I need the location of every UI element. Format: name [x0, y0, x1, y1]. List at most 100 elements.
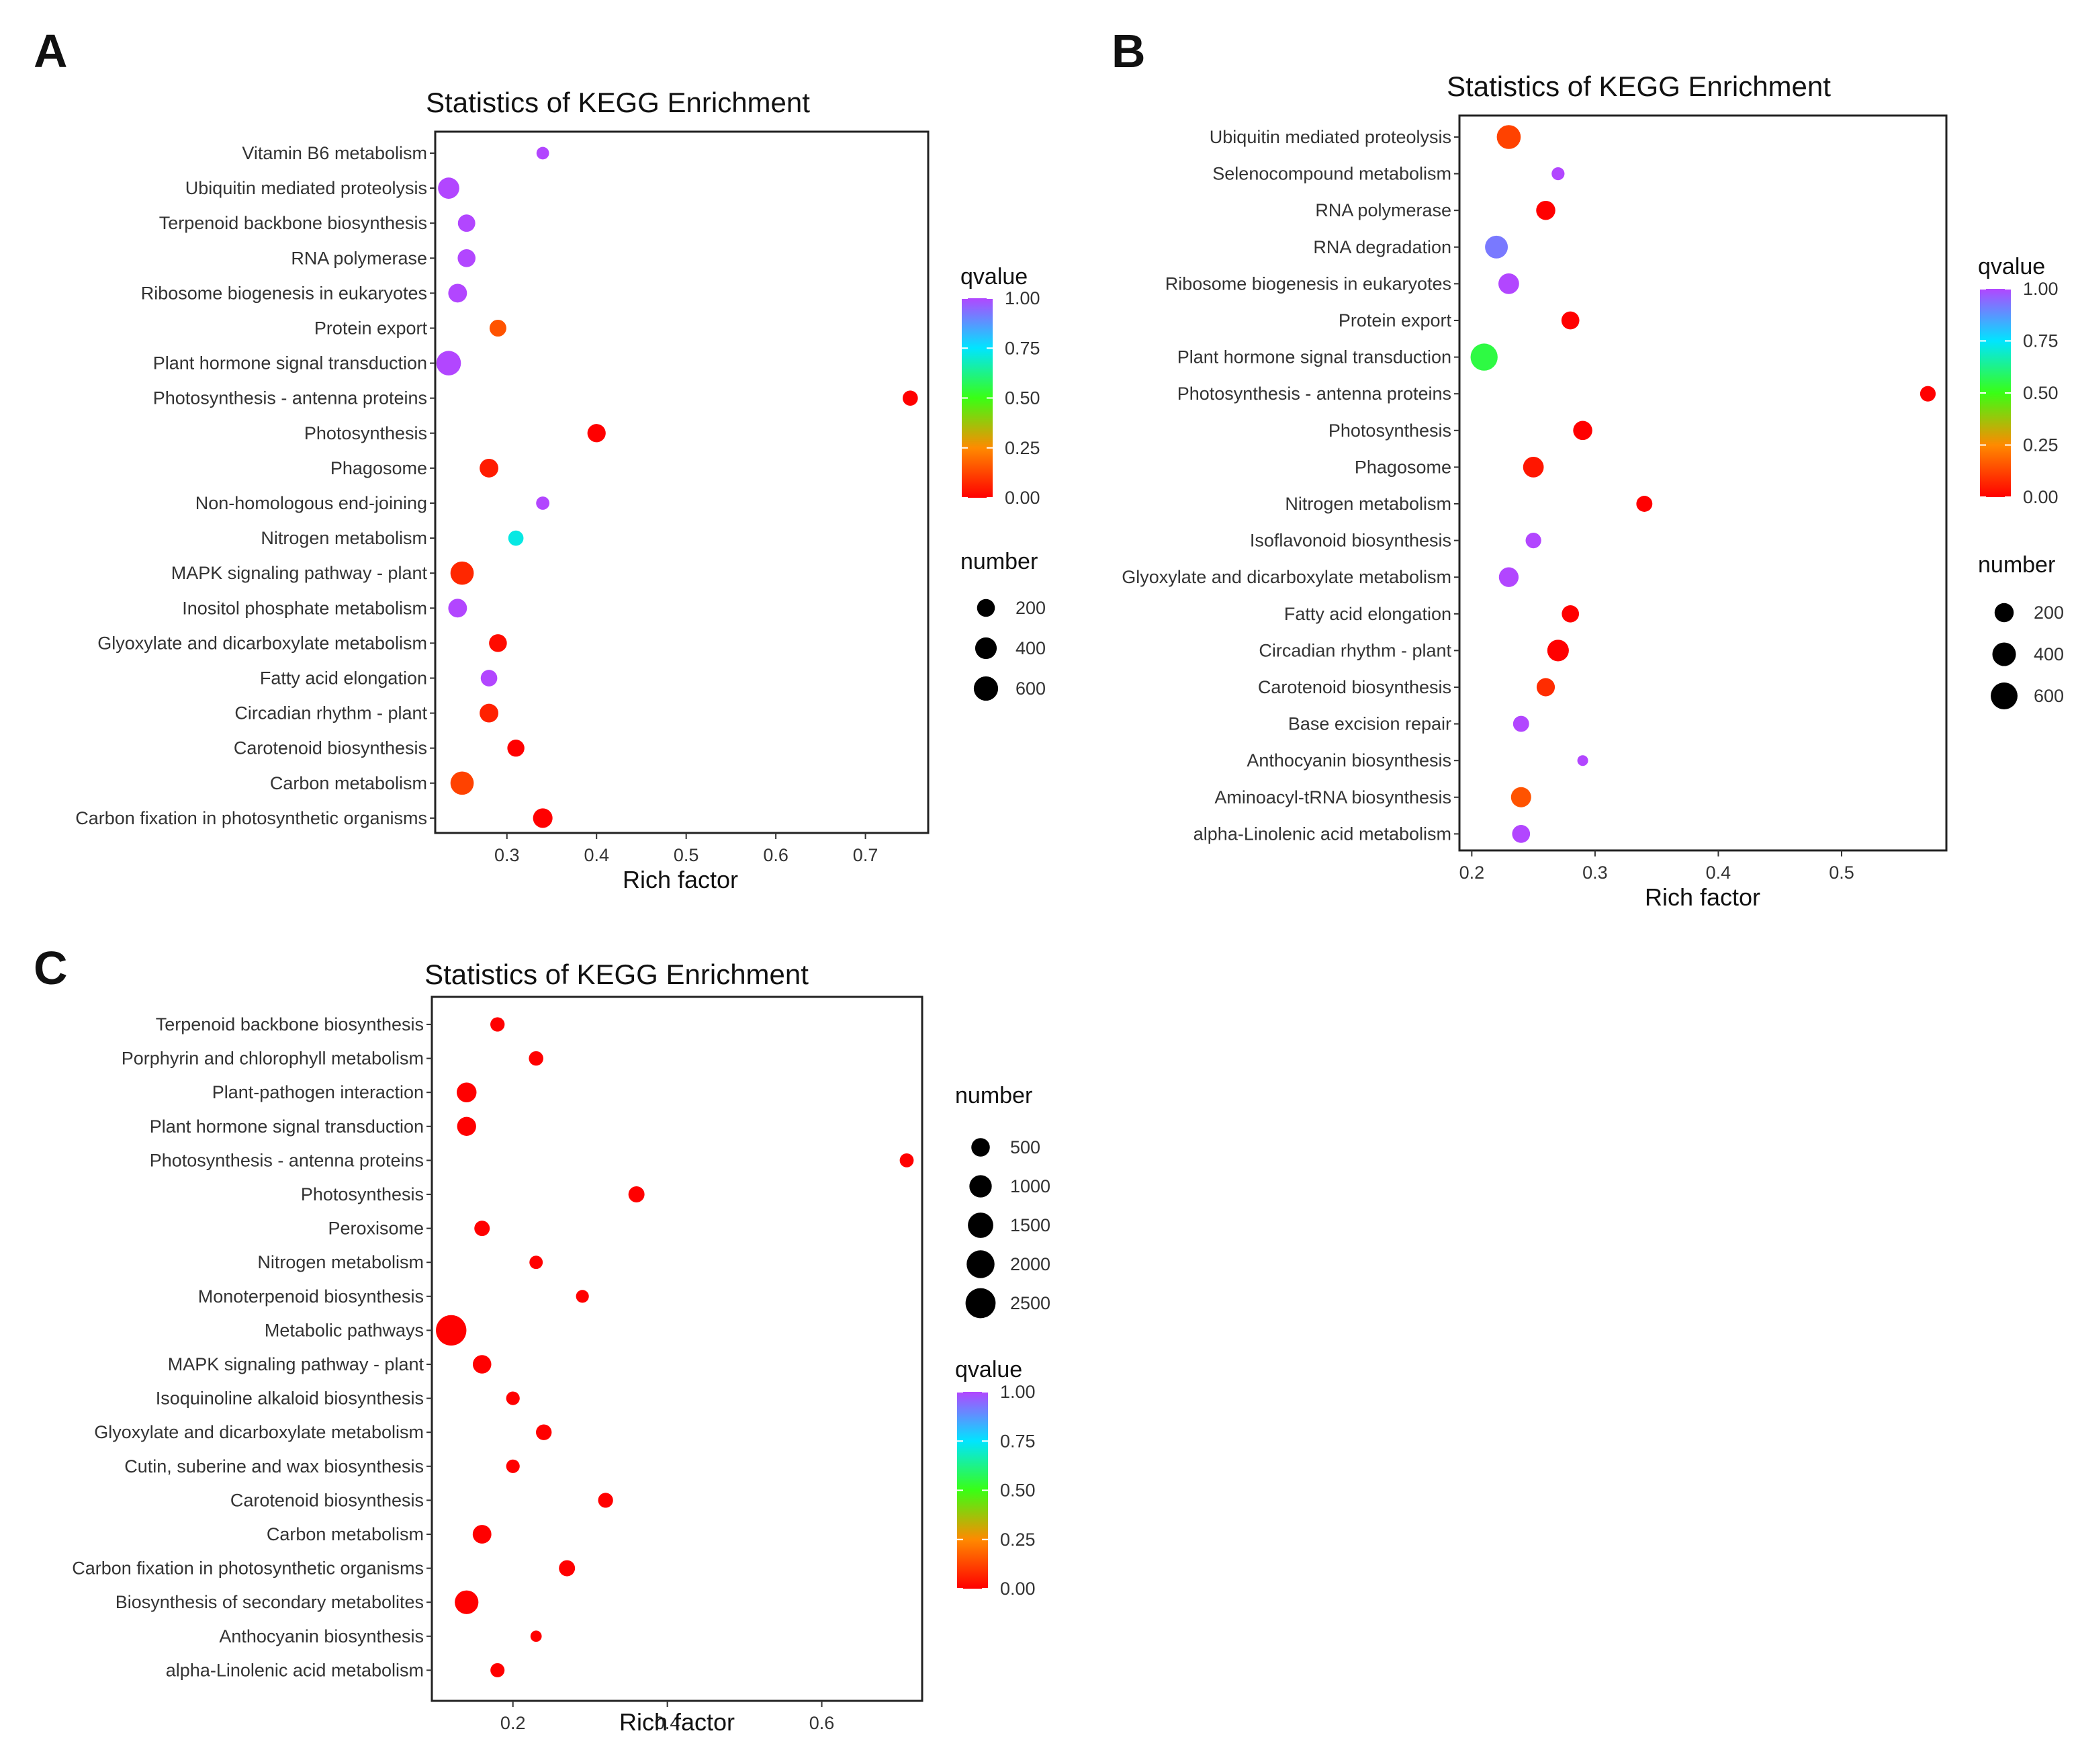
size-legend-label: 400: [1016, 638, 1046, 658]
qvalue-legend-title: qvalue: [1978, 254, 2045, 279]
data-point: [508, 530, 524, 546]
data-point: [1513, 715, 1529, 732]
x-ticks: 0.2 0.4 0.6: [500, 1701, 834, 1733]
data-point: [536, 146, 549, 160]
data-point: [490, 1663, 505, 1677]
data-point: [598, 1493, 613, 1508]
data-point: [1525, 532, 1541, 549]
panel-letter-a: A: [34, 25, 68, 77]
pathway-label: Glyoxylate and dicarboxylate metabolism: [1122, 567, 1451, 587]
size-legend-label: 1500: [1010, 1215, 1050, 1235]
number-legend: number 500 1000 1500 2000 2500: [955, 1083, 1050, 1319]
pathway-label: Carotenoid biosynthesis: [230, 1490, 424, 1510]
pathway-label: Photosynthesis: [1328, 421, 1451, 441]
colorbar-label: 0.25: [1000, 1530, 1036, 1550]
plot-panel: [1458, 114, 1948, 852]
data-point: [1562, 605, 1580, 623]
pathway-label: Peroxisome: [328, 1219, 424, 1239]
pathway-label: Terpenoid backbone biosynthesis: [159, 213, 427, 233]
data-point: [1561, 311, 1580, 330]
size-legend-dot: [968, 1212, 993, 1238]
y-ticks: [426, 1024, 432, 1671]
pathway-label: Plant hormone signal transduction: [150, 1116, 424, 1137]
x-tick-label: 0.6: [763, 845, 788, 865]
data-point: [1470, 343, 1498, 371]
colorbar-label: 1.00: [1005, 288, 1040, 308]
colorbar-label: 0.50: [2023, 383, 2059, 403]
colorbar-label: 0.50: [1000, 1481, 1036, 1501]
pathway-label: Fatty acid elongation: [260, 668, 427, 689]
data-point: [536, 496, 550, 510]
x-tick-label: 0.2: [1459, 863, 1485, 883]
pathway-label: Monoterpenoid biosynthesis: [198, 1286, 424, 1307]
pathway-label: Plant hormone signal transduction: [1177, 347, 1451, 367]
size-legend-dot: [966, 1250, 995, 1278]
data-point: [506, 1459, 520, 1473]
x-tick-label: 0.4: [655, 1713, 680, 1733]
panel-a-chart: Statistics of KEGG Enrichment Vitamin B6…: [75, 87, 1046, 893]
pathway-label: alpha-Linolenic acid metabolism: [166, 1660, 424, 1680]
pathway-label: Carbon fixation in photosynthetic organi…: [75, 808, 427, 828]
size-legend-dot: [971, 1138, 990, 1157]
data-point: [490, 1017, 505, 1032]
size-legend-label: 500: [1010, 1137, 1040, 1157]
pathway-label: Fatty acid elongation: [1284, 604, 1451, 624]
x-axis-label: Rich factor: [1645, 883, 1760, 911]
qvalue-legend-title: qvalue: [960, 264, 1028, 290]
panel-b-chart: Statistics of KEGG Enrichment Ubiquitin …: [1122, 71, 2064, 911]
colorbar-label: 0.25: [1005, 438, 1040, 458]
data-point: [1498, 273, 1519, 294]
pathway-label: Plant-pathogen interaction: [212, 1082, 424, 1102]
pathway-label: Nitrogen metabolism: [257, 1252, 424, 1272]
x-tick-label: 0.3: [1582, 863, 1608, 883]
size-legend-label: 600: [1016, 678, 1046, 699]
pathway-label: Carbon metabolism: [267, 1524, 424, 1544]
data-point: [628, 1186, 645, 1202]
panel-letter-b: B: [1112, 25, 1146, 77]
data-points: [436, 1017, 914, 1677]
data-point: [456, 1082, 477, 1102]
size-legend-label: 400: [2034, 644, 2064, 664]
x-tick-label: 0.7: [853, 845, 878, 865]
pathway-label: Protein export: [314, 318, 428, 339]
size-legend-label: 200: [2034, 603, 2064, 623]
data-point: [1920, 386, 1936, 402]
x-tick-label: 0.2: [500, 1713, 526, 1733]
pathway-label: alpha-Linolenic acid metabolism: [1193, 824, 1451, 844]
x-axis-label: Rich factor: [623, 866, 738, 893]
pathway-label: Vitamin B6 metabolism: [242, 143, 427, 163]
data-point: [587, 424, 606, 443]
data-point: [489, 634, 507, 652]
data-point: [457, 249, 476, 267]
chart-title: Statistics of KEGG Enrichment: [426, 87, 810, 118]
data-point: [506, 1391, 520, 1405]
size-legend-dot: [975, 637, 997, 660]
size-legend-dot: [965, 1288, 996, 1319]
pathway-label: RNA polymerase: [1315, 200, 1451, 220]
pathway-label: Ubiquitin mediated proteolysis: [185, 178, 427, 198]
pathway-label: Cutin, suberine and wax biosynthesis: [124, 1456, 424, 1476]
data-point: [489, 319, 506, 337]
pathway-label: MAPK signaling pathway - plant: [171, 563, 428, 583]
data-point: [436, 1315, 467, 1346]
pathway-label: Circadian rhythm - plant: [234, 703, 427, 723]
qvalue-legend: qvalue 1.00 0.75 0.50 0.25 0.00: [960, 264, 1040, 508]
pathway-label: Metabolic pathways: [265, 1320, 424, 1340]
size-legend-label: 200: [1016, 598, 1046, 618]
data-point: [472, 1525, 492, 1544]
pathway-label: Ribosome biogenesis in eukaryotes: [141, 283, 427, 303]
data-point: [1498, 567, 1519, 587]
pathway-label: Carbon fixation in photosynthetic organi…: [72, 1558, 424, 1579]
data-point: [902, 390, 918, 406]
number-legend: number 200 400 600: [960, 549, 1046, 701]
number-legend-title: number: [960, 549, 1038, 574]
pathway-label: Biosynthesis of secondary metabolites: [116, 1592, 424, 1612]
data-point: [1577, 755, 1588, 766]
number-legend-title: number: [1978, 552, 2055, 578]
size-legend-dot: [1991, 682, 2018, 709]
colorbar-label: 0.75: [1000, 1431, 1036, 1451]
colorbar-label: 1.00: [1000, 1382, 1036, 1402]
pathway-label: Isoquinoline alkaloid biosynthesis: [156, 1388, 424, 1409]
data-point: [474, 1221, 490, 1237]
data-point: [457, 214, 476, 232]
